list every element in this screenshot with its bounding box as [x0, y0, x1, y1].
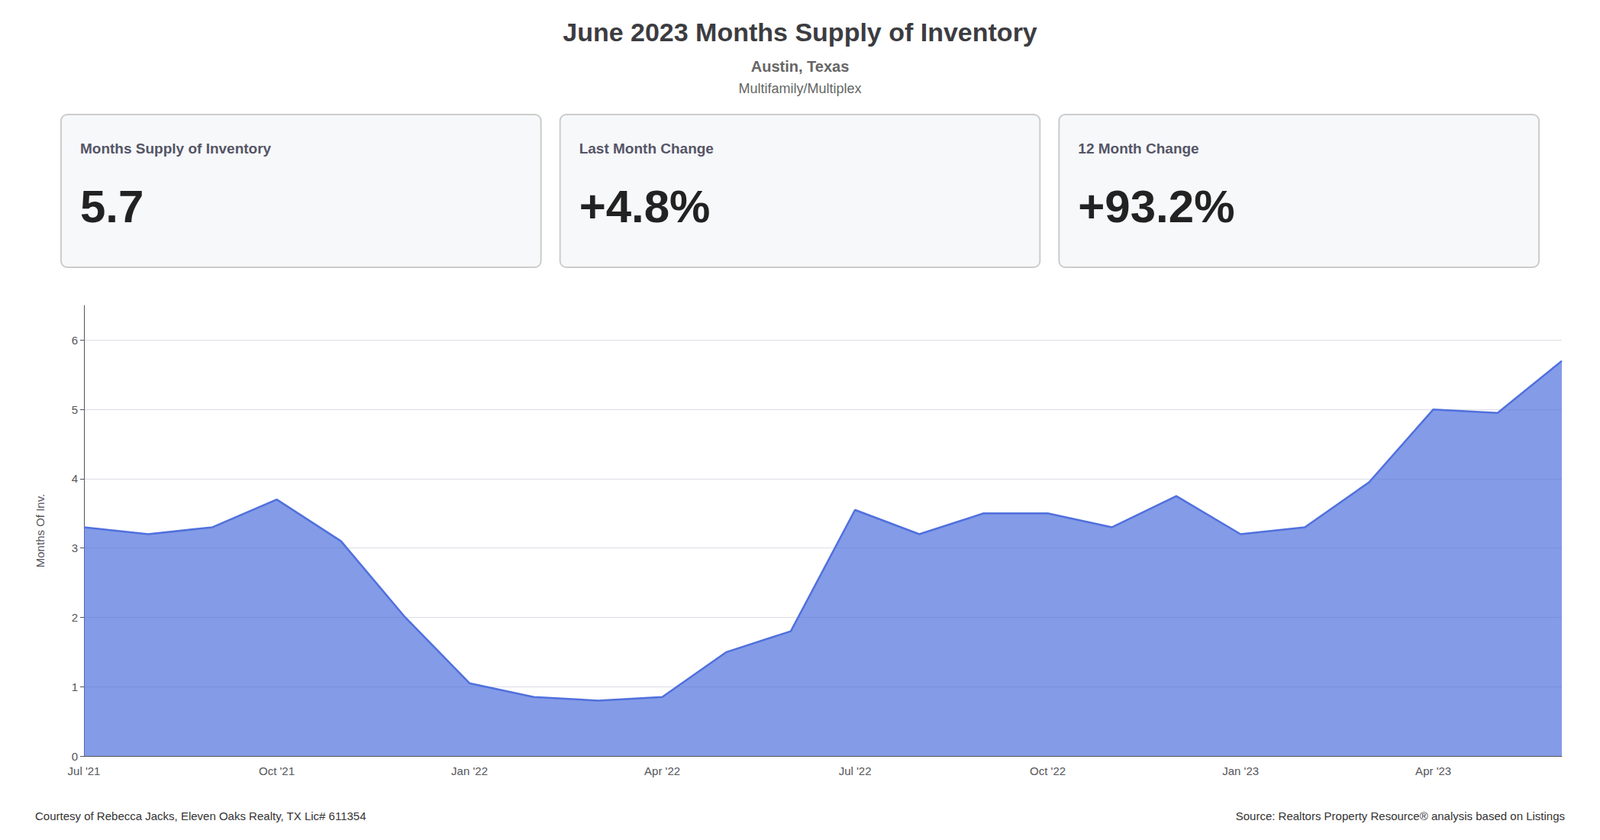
svg-text:Multifamily/Multiplex: Multifamily/Multiplex [738, 80, 862, 97]
svg-text:Months Of Inv.: Months Of Inv. [33, 493, 47, 568]
svg-text:Courtesy of Rebecca Jacks, Ele: Courtesy of Rebecca Jacks, Eleven Oaks R… [35, 809, 367, 823]
svg-text:Apr '23: Apr '23 [1415, 764, 1452, 778]
svg-text:+93.2%: +93.2% [1077, 180, 1235, 233]
svg-text:Last Month Change: Last Month Change [579, 140, 714, 157]
svg-text:12 Month Change: 12 Month Change [1077, 140, 1199, 157]
svg-text:Source: Realtors Property Reso: Source: Realtors Property Resource® anal… [1235, 809, 1565, 823]
svg-text:5.7: 5.7 [80, 180, 144, 233]
svg-text:1: 1 [71, 680, 78, 694]
svg-text:Jan '23: Jan '23 [1222, 764, 1259, 778]
svg-text:Jul '21: Jul '21 [67, 764, 101, 778]
svg-text:0: 0 [71, 749, 78, 763]
svg-text:Oct '22: Oct '22 [1029, 764, 1066, 778]
svg-text:Apr '22: Apr '22 [644, 764, 681, 778]
svg-text:6: 6 [71, 333, 78, 347]
svg-text:+4.8%: +4.8% [579, 180, 711, 233]
svg-text:Austin, Texas: Austin, Texas [751, 58, 850, 75]
svg-text:Jan '22: Jan '22 [451, 764, 488, 778]
svg-text:Oct '21: Oct '21 [258, 764, 295, 778]
svg-text:2: 2 [71, 610, 78, 624]
svg-text:Jul '22: Jul '22 [838, 764, 872, 778]
svg-text:4: 4 [71, 471, 78, 485]
svg-text:Months Supply of Inventory: Months Supply of Inventory [80, 140, 272, 157]
svg-text:3: 3 [71, 541, 78, 555]
svg-text:5: 5 [71, 403, 78, 417]
svg-text:June 2023 Months Supply of Inv: June 2023 Months Supply of Inventory [562, 17, 1038, 47]
